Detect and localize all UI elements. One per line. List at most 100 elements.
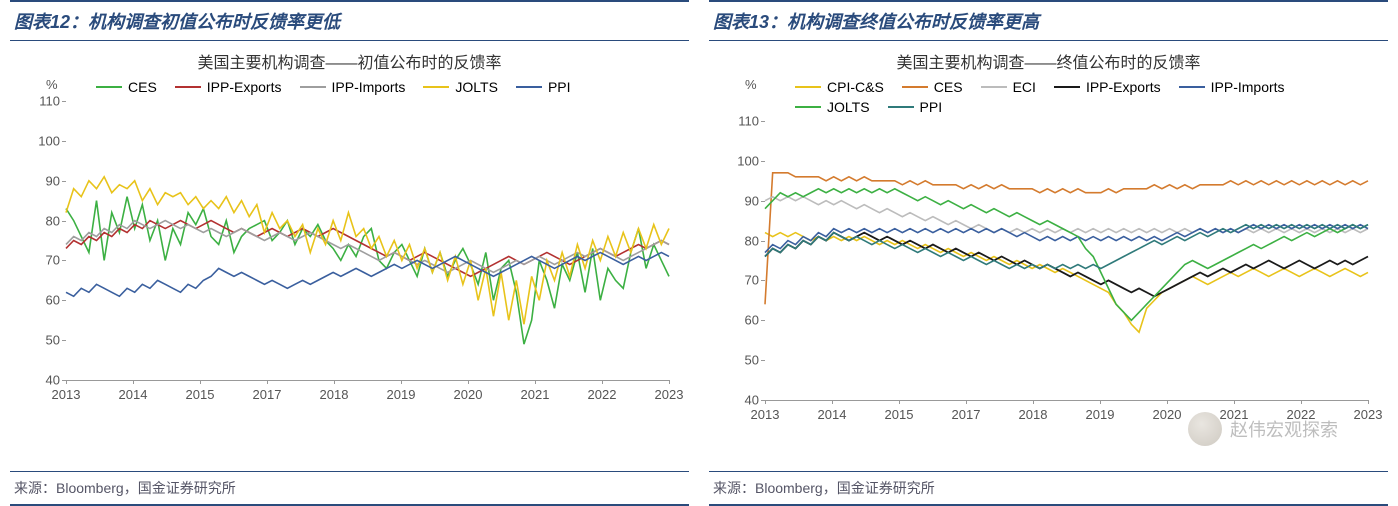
legend-swatch	[516, 86, 542, 89]
y-tick-mark	[761, 280, 765, 281]
legend-label: PPI	[548, 79, 571, 95]
legend-swatch	[1054, 86, 1080, 89]
left-panel: 图表12：机构调查初值公布时反馈率更低 美国主要机构调查——初值公布时的反馈率 …	[0, 0, 699, 506]
y-tick-label: 90	[725, 193, 759, 208]
legend-label: JOLTS	[455, 79, 498, 95]
left-title-bar: 图表12：机构调查初值公布时反馈率更低	[10, 0, 689, 41]
left-source: 来源：Bloomberg，国金证券研究所	[10, 471, 689, 506]
series-line	[765, 233, 1368, 297]
y-tick-mark	[62, 221, 66, 222]
legend-label: CPI-C&S	[827, 79, 884, 95]
left-chart-title: 美国主要机构调查——初值公布时的反馈率	[20, 49, 679, 73]
legend-label: JOLTS	[827, 99, 870, 115]
y-tick-label: 40	[26, 373, 60, 388]
x-tick-mark	[401, 380, 402, 384]
y-tick-mark	[761, 360, 765, 361]
left-y-unit: %	[46, 77, 58, 92]
x-tick-label: 2013	[751, 407, 780, 422]
right-title-bar: 图表13：机构调查终值公布时反馈率更高	[709, 0, 1388, 41]
y-tick-label: 100	[26, 133, 60, 148]
legend-label: IPP-Imports	[1211, 79, 1285, 95]
legend-item: JOLTS	[795, 99, 870, 115]
legend-item: IPP-Exports	[1054, 79, 1161, 95]
x-tick-mark	[966, 400, 967, 404]
legend-item: CES	[96, 79, 157, 95]
left-legend: CES IPP-Exports IPP-Imports JOLTS PPI	[66, 77, 669, 101]
x-tick-mark	[535, 380, 536, 384]
series-line	[765, 233, 1368, 333]
x-tick-mark	[468, 380, 469, 384]
legend-item: CES	[902, 79, 963, 95]
legend-item: JOLTS	[423, 79, 498, 95]
left-plot: 4050607080901001102013201420152017201820…	[66, 101, 669, 381]
legend-label: CES	[934, 79, 963, 95]
y-tick-label: 60	[26, 293, 60, 308]
legend-label: IPP-Exports	[207, 79, 282, 95]
y-tick-label: 50	[725, 353, 759, 368]
x-tick-mark	[334, 380, 335, 384]
y-tick-label: 100	[725, 153, 759, 168]
y-tick-mark	[62, 300, 66, 301]
legend-item: IPP-Exports	[175, 79, 282, 95]
x-tick-label: 2017	[952, 407, 981, 422]
legend-item: IPP-Imports	[1179, 79, 1285, 95]
x-tick-label: 2021	[521, 387, 550, 402]
legend-swatch	[795, 86, 821, 89]
legend-label: IPP-Exports	[1086, 79, 1161, 95]
y-tick-mark	[761, 241, 765, 242]
y-tick-label: 50	[26, 333, 60, 348]
y-tick-label: 110	[26, 94, 60, 109]
y-tick-label: 60	[725, 313, 759, 328]
x-tick-mark	[66, 380, 67, 384]
legend-label: CES	[128, 79, 157, 95]
y-tick-mark	[62, 340, 66, 341]
legend-swatch	[423, 86, 449, 89]
legend-item: CPI-C&S	[795, 79, 884, 95]
right-plot: 4050607080901001102013201420152017201820…	[765, 121, 1368, 401]
right-plot-wrap: CPI-C&S CES ECI IPP-Exports IPP-Imports JOLTS…	[765, 77, 1368, 417]
x-tick-label: 2013	[52, 387, 81, 402]
right-svg	[765, 121, 1368, 400]
x-tick-label: 2017	[253, 387, 282, 402]
x-tick-label: 2014	[818, 407, 847, 422]
x-tick-mark	[1234, 400, 1235, 404]
y-tick-mark	[62, 101, 66, 102]
right-y-unit: %	[745, 77, 757, 92]
legend-label: ECI	[1013, 79, 1036, 95]
legend-swatch	[902, 86, 928, 89]
x-tick-label: 2020	[1153, 407, 1182, 422]
y-tick-label: 80	[725, 233, 759, 248]
x-tick-label: 2020	[454, 387, 483, 402]
x-tick-mark	[200, 380, 201, 384]
y-tick-label: 80	[26, 213, 60, 228]
legend-item: PPI	[516, 79, 571, 95]
right-chart-title: 美国主要机构调查——终值公布时的反馈率	[719, 49, 1378, 73]
y-tick-label: 110	[725, 114, 759, 129]
x-tick-mark	[1033, 400, 1034, 404]
y-tick-label: 70	[725, 273, 759, 288]
legend-item: IPP-Imports	[300, 79, 406, 95]
legend-item: ECI	[981, 79, 1036, 95]
x-tick-mark	[669, 380, 670, 384]
x-tick-mark	[133, 380, 134, 384]
left-chart-area: 美国主要机构调查——初值公布时的反馈率 % CES IPP-Exports IPP-…	[10, 41, 689, 471]
y-tick-mark	[62, 181, 66, 182]
legend-swatch	[888, 106, 914, 109]
x-tick-label: 2021	[1220, 407, 1249, 422]
y-tick-mark	[761, 121, 765, 122]
legend-swatch	[175, 86, 201, 89]
x-tick-label: 2022	[1287, 407, 1316, 422]
legend-label: PPI	[920, 99, 943, 115]
y-tick-mark	[761, 201, 765, 202]
y-tick-mark	[62, 260, 66, 261]
y-tick-mark	[62, 141, 66, 142]
right-panel: 图表13：机构调查终值公布时反馈率更高 美国主要机构调查——终值公布时的反馈率 …	[699, 0, 1398, 506]
x-tick-mark	[1100, 400, 1101, 404]
y-tick-mark	[761, 320, 765, 321]
x-tick-label: 2023	[1354, 407, 1383, 422]
legend-swatch	[96, 86, 122, 89]
x-tick-label: 2022	[588, 387, 617, 402]
series-line	[765, 225, 1368, 253]
legend-swatch	[1179, 86, 1205, 89]
x-tick-label: 2018	[1019, 407, 1048, 422]
